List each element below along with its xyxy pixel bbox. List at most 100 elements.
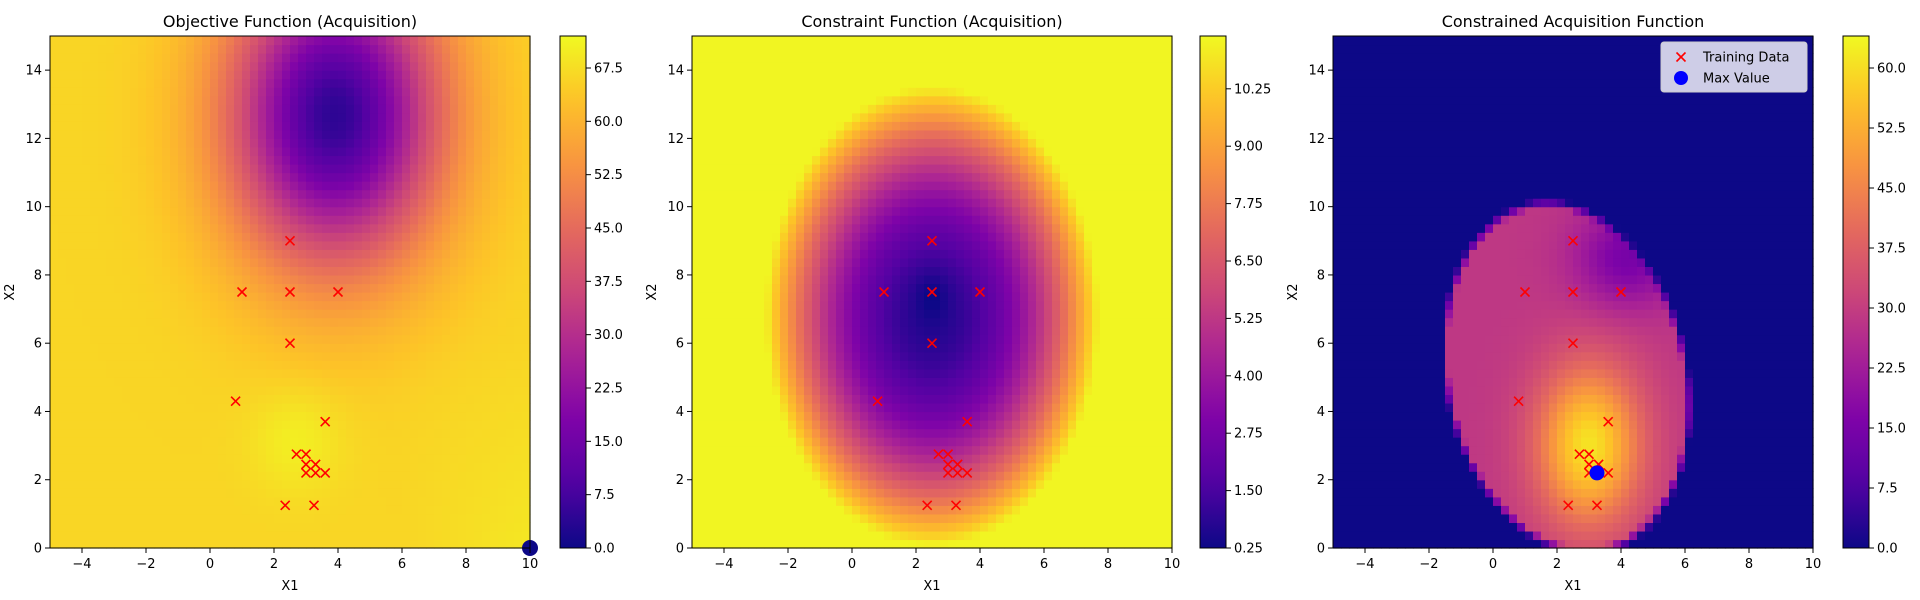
heatmap-cell [250,36,259,46]
heatmap-cell [290,61,299,71]
heatmap-cell [194,343,203,353]
heatmap-cell [370,266,379,276]
heatmap-cell [804,95,813,105]
heatmap-cell [50,129,59,139]
heatmap-cell [748,385,757,395]
heatmap-cell [370,377,379,387]
heatmap-cell [716,385,725,395]
heatmap-cell [154,479,163,489]
heatmap-cell [820,215,829,225]
heatmap-cell [482,513,491,523]
heatmap-cell [138,334,147,344]
heatmap-cell [378,360,387,370]
heatmap-cell [274,121,283,131]
heatmap-cell [74,428,83,438]
heatmap-cell [410,223,419,233]
heatmap-cell [378,189,387,199]
heatmap-cell [50,530,59,541]
heatmap-cell [506,343,515,353]
heatmap-cell [330,155,339,165]
heatmap-cell [756,61,765,71]
heatmap-cell [788,351,797,361]
heatmap-cell [716,309,725,319]
heatmap-cell [138,454,147,464]
heatmap-cell [772,479,781,489]
heatmap-cell [234,351,243,361]
heatmap-cell [226,104,235,114]
heatmap-cell [130,513,139,523]
heatmap-cell [724,138,733,148]
colorbar-tick-label: 0.0 [594,542,615,557]
heatmap-cell [250,445,259,455]
heatmap-cell [170,300,179,310]
heatmap-cell [202,385,211,395]
heatmap-cell [724,78,733,88]
heatmap-cell [250,274,259,285]
heatmap-cell [298,411,307,421]
heatmap-cell [748,112,757,122]
heatmap-cell [716,155,725,165]
heatmap-cell [764,274,773,285]
heatmap-cell [418,360,427,370]
heatmap-cell [836,206,845,216]
heatmap-cell [66,454,75,464]
heatmap-cell [844,146,853,157]
heatmap-cell [74,257,83,267]
heatmap-cell [700,530,709,541]
heatmap-cell [114,112,123,122]
heatmap-cell [226,78,235,88]
heatmap-cell [306,138,315,148]
heatmap-cell [700,206,709,216]
heatmap-cell [700,181,709,191]
heatmap-cell [514,522,523,532]
heatmap-cell [178,53,187,63]
heatmap-cell [114,402,123,413]
heatmap-cell [354,257,363,267]
heatmap-cell [402,300,411,310]
heatmap-cell [162,206,171,216]
heatmap-cell [522,522,531,532]
heatmap-cell [788,454,797,464]
heatmap-cell [202,155,211,165]
heatmap-cell [852,223,861,233]
heatmap-cell [836,454,845,464]
heatmap-cell [170,232,179,242]
heatmap-cell [466,334,475,344]
heatmap-cell [202,326,211,336]
heatmap-cell [498,164,507,174]
heatmap-cell [724,223,733,233]
heatmap-cell [218,215,227,225]
heatmap-cell [410,377,419,387]
heatmap-cell [418,428,427,438]
heatmap-cell [450,360,459,370]
heatmap-cell [732,411,741,421]
heatmap-cell [218,198,227,208]
heatmap-cell [114,462,123,472]
heatmap-cell [370,411,379,421]
heatmap-cell [50,189,59,199]
heatmap-cell [402,428,411,438]
heatmap-cell [354,402,363,413]
heatmap-cell [242,300,251,310]
heatmap-cell [154,146,163,157]
heatmap-cell [434,292,443,302]
heatmap-cell [210,53,219,63]
heatmap-cell [170,445,179,455]
heatmap-cell [426,479,435,489]
heatmap-cell [58,428,67,438]
heatmap-cell [756,283,765,293]
heatmap-cell [106,300,115,310]
heatmap-cell [844,266,853,276]
heatmap-cell [218,411,227,421]
heatmap-cell [386,129,395,139]
heatmap-cell [844,95,853,105]
heatmap-cell [482,479,491,489]
heatmap-cell [700,292,709,302]
heatmap-cell [692,121,701,131]
heatmap-cell [458,172,467,182]
heatmap-cell [330,104,339,114]
heatmap-cell [154,240,163,250]
marker-stroke [310,459,321,470]
heatmap-cell [458,334,467,344]
heatmap-cell [732,471,741,481]
